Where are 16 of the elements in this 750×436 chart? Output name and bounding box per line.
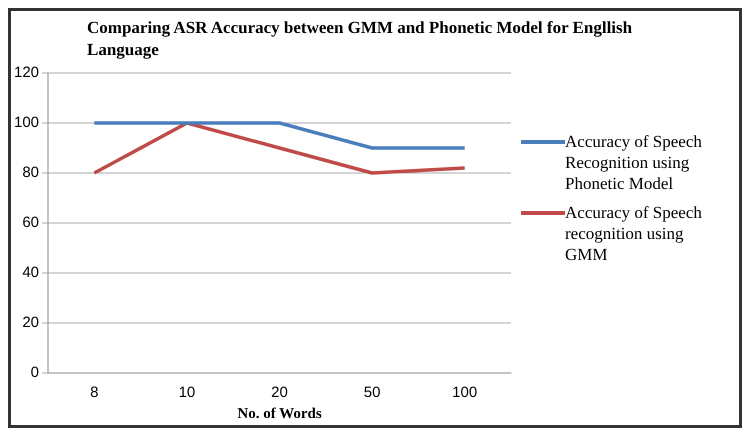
x-axis-title: No. of Words (237, 406, 322, 422)
x-tick-label: 8 (90, 384, 98, 402)
y-tick-label: 80 (22, 164, 40, 182)
y-tick-label: 100 (14, 114, 40, 132)
x-tick-label: 20 (271, 384, 288, 402)
y-tick-label: 20 (22, 314, 40, 332)
x-tick-label: 100 (452, 384, 478, 402)
legend-label: Accuracy of Speech Recognition using Phonetic Model (565, 131, 703, 194)
y-tick-label: 40 (22, 264, 40, 282)
chart-title: Comparing ASR Accuracy between GMM and Phonetic Model for Engllish Language (86, 17, 634, 61)
y-tick-label: 60 (22, 214, 40, 232)
x-tick-label: 10 (178, 384, 196, 402)
y-tick-label: 0 (30, 364, 40, 382)
y-tick-label: 120 (14, 64, 40, 82)
legend-label: Accuracy of Speech recognition using GMM (565, 202, 703, 265)
x-tick-label: 50 (364, 384, 380, 402)
